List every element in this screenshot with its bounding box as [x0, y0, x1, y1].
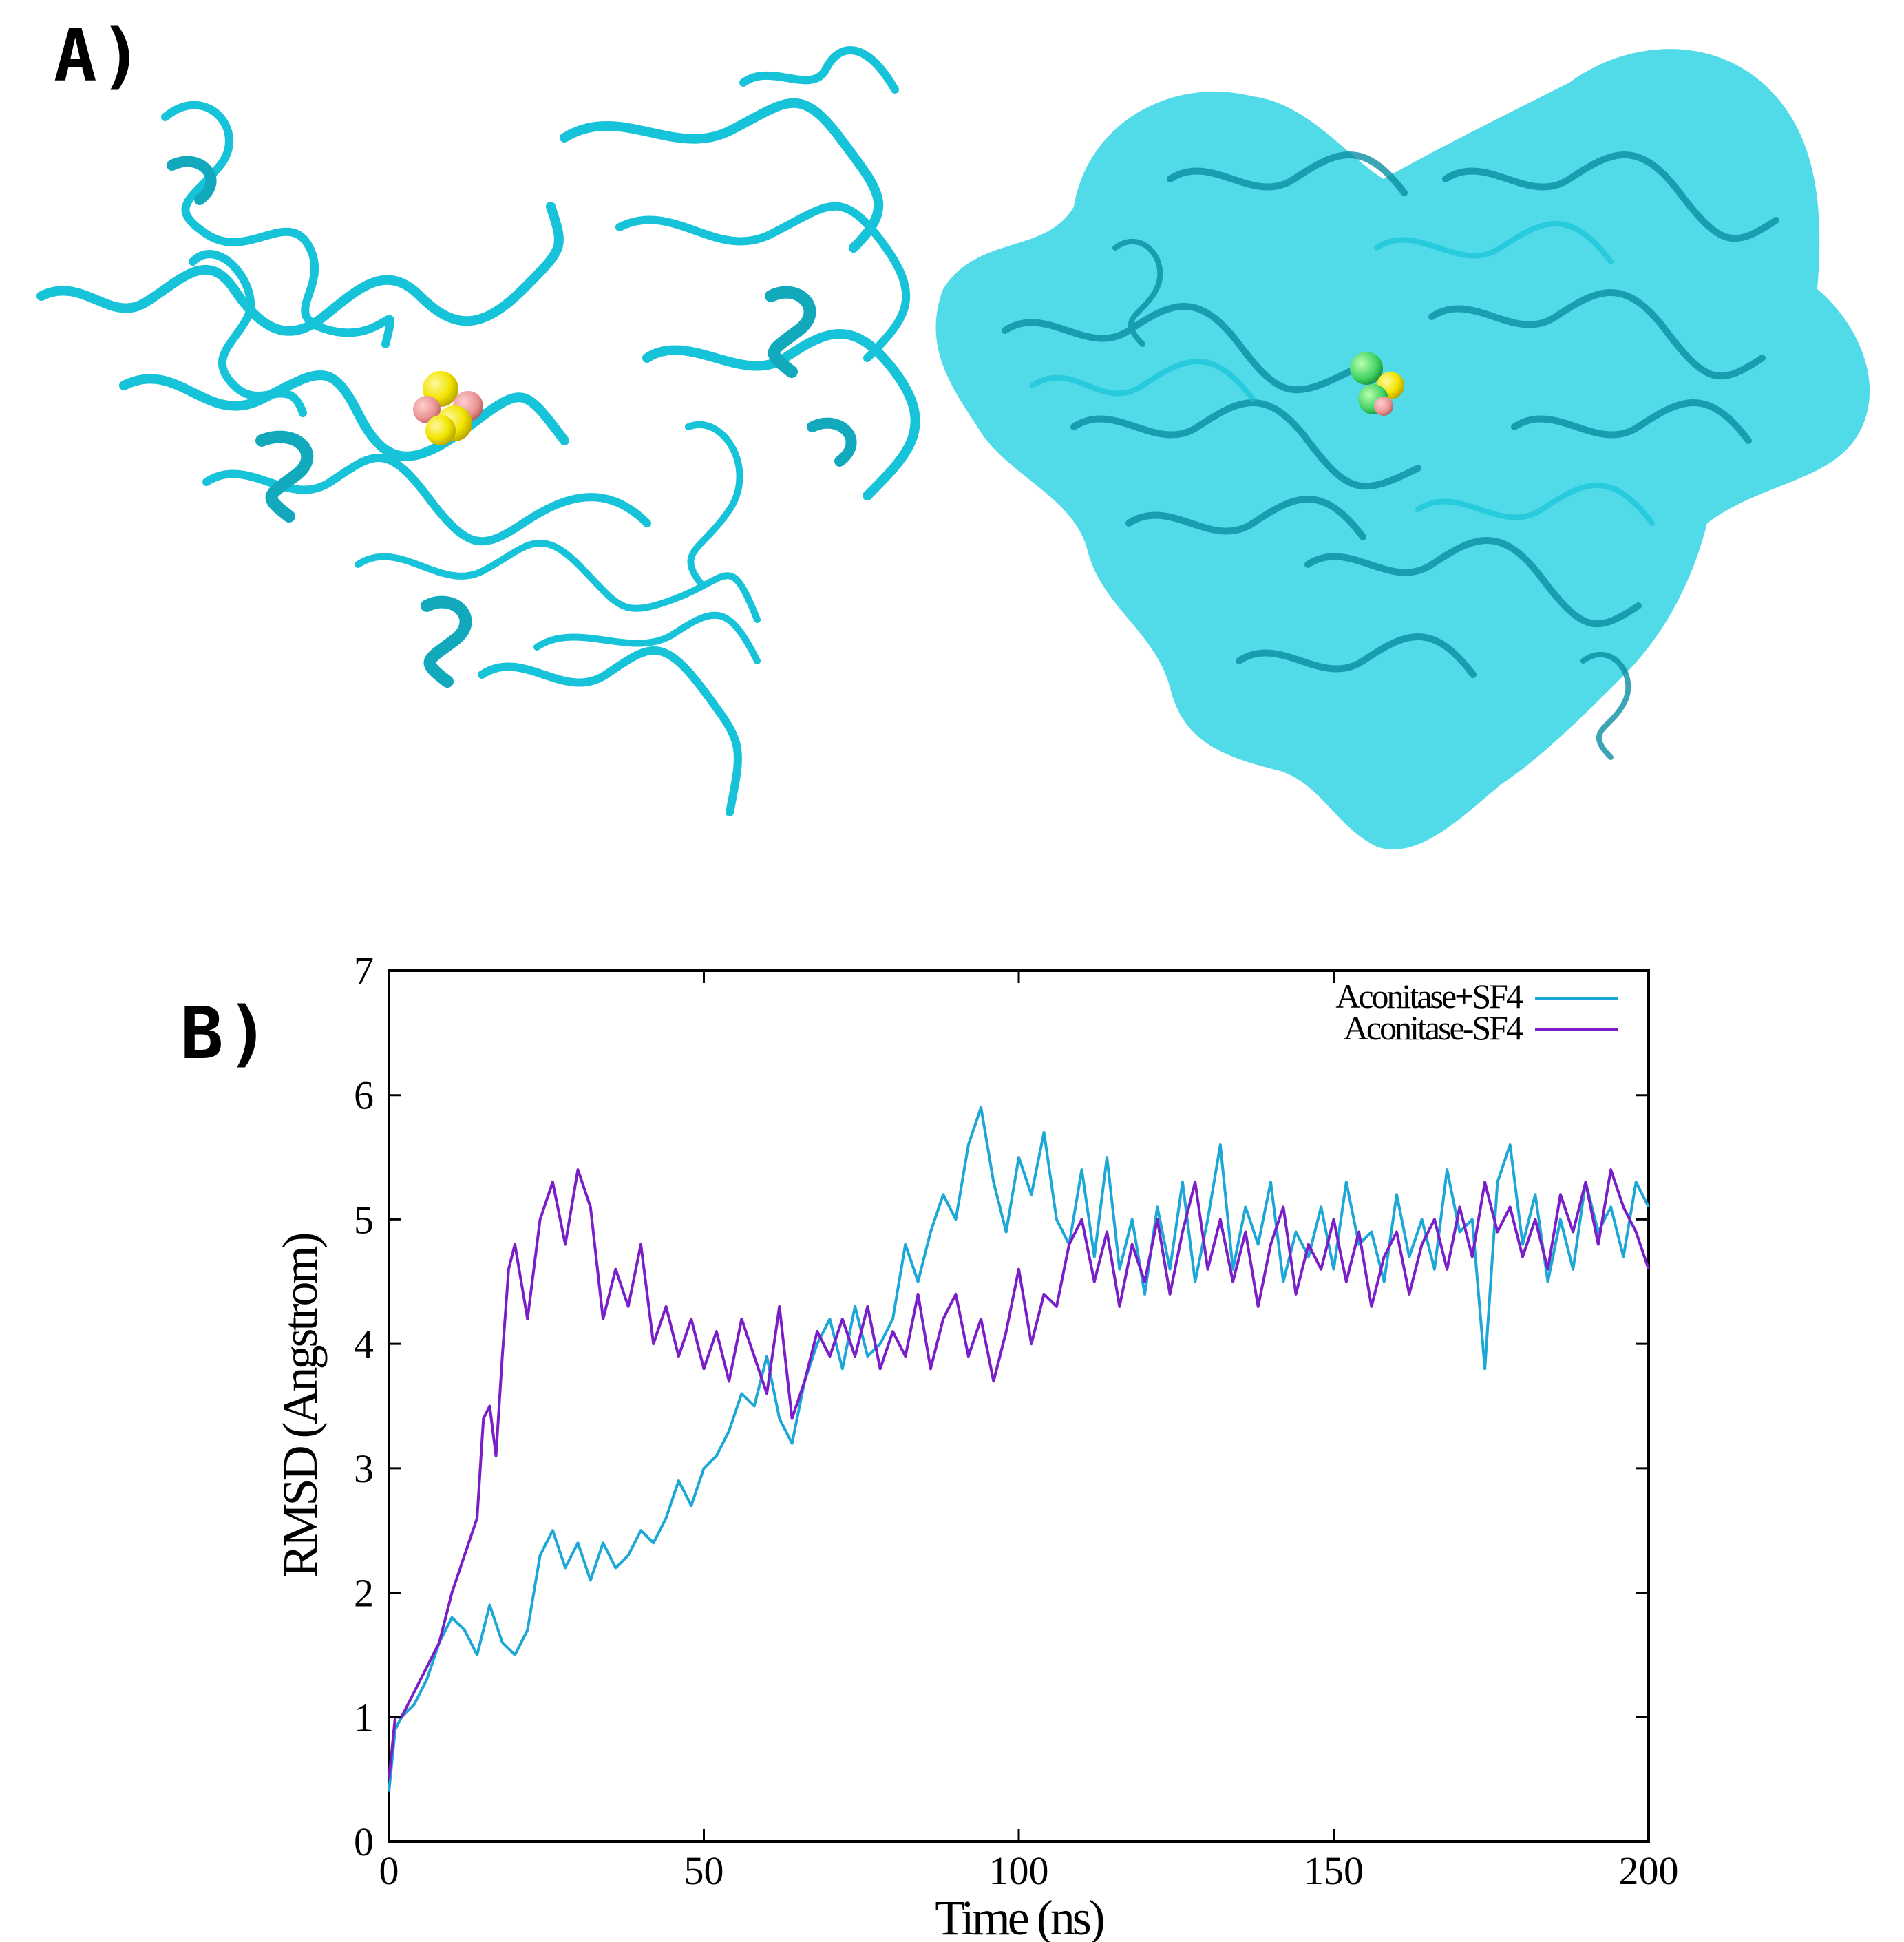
sf4-cluster-left — [413, 371, 483, 445]
y-tick-label: 0 — [354, 1819, 374, 1864]
x-tick-label: 0 — [379, 1848, 399, 1893]
legend-label: Aconitase+SF4 — [1335, 977, 1523, 1015]
series-line-2 — [388, 1168, 1650, 1780]
y-tick-label: 5 — [354, 1197, 374, 1242]
y-tick-label: 7 — [354, 949, 374, 993]
surface-structure — [935, 49, 1870, 849]
series-line-1 — [388, 1106, 1650, 1792]
panel-label-b: B) — [180, 991, 273, 1075]
rmsd-chart: 0 50 100 150 200 0 1 2 3 4 5 6 7 Time (ns) RMSD (Ang… — [273, 949, 1679, 1942]
plot-frame — [388, 969, 1650, 1843]
y-tick-label: 4 — [354, 1322, 374, 1366]
sf4-cluster-right — [1350, 352, 1404, 416]
y-tick-label: 6 — [354, 1073, 374, 1118]
plot-area — [388, 969, 1650, 1843]
series-layer — [388, 1106, 1650, 1792]
y-axis-title: RMSD (Angstrom) — [273, 1234, 328, 1577]
x-axis-title: Time (ns) — [935, 1890, 1103, 1942]
legend-label: Aconitase-SF4 — [1344, 1009, 1523, 1047]
cartoon-structure — [36, 46, 920, 816]
axis-ticks: 0 50 100 150 200 0 1 2 3 4 5 6 7 — [354, 949, 1679, 1893]
y-tick-label: 3 — [354, 1446, 374, 1491]
x-tick-label: 50 — [684, 1848, 724, 1893]
x-tick-label: 200 — [1619, 1848, 1679, 1893]
panel-label-a: A) — [54, 14, 146, 98]
protein-structure-panel — [36, 46, 1870, 849]
y-tick-label: 2 — [354, 1571, 374, 1616]
x-tick-label: 100 — [989, 1848, 1049, 1893]
x-tick-label: 150 — [1304, 1848, 1364, 1893]
y-tick-label: 1 — [354, 1695, 374, 1740]
